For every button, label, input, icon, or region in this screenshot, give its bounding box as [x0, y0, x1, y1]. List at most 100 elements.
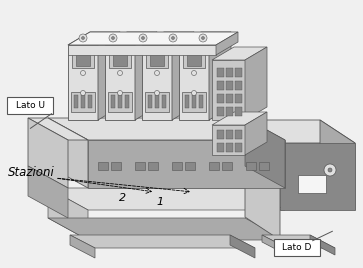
Polygon shape	[142, 32, 194, 45]
Polygon shape	[48, 218, 285, 240]
Polygon shape	[70, 235, 95, 258]
Circle shape	[81, 70, 86, 76]
Bar	[222, 162, 232, 170]
Polygon shape	[68, 32, 120, 45]
Circle shape	[328, 168, 332, 172]
Polygon shape	[280, 143, 355, 210]
Polygon shape	[212, 60, 245, 120]
Bar	[217, 81, 224, 90]
Bar	[226, 130, 233, 139]
Circle shape	[169, 34, 177, 42]
Text: 1: 1	[156, 197, 164, 207]
Bar	[118, 95, 122, 108]
Circle shape	[81, 91, 86, 95]
Bar	[111, 95, 115, 108]
Bar	[148, 162, 158, 170]
Text: Lato D: Lato D	[282, 244, 312, 252]
Bar	[108, 92, 132, 112]
Bar	[88, 95, 92, 108]
Bar	[98, 162, 108, 170]
Bar	[235, 94, 242, 103]
FancyBboxPatch shape	[7, 97, 53, 114]
Polygon shape	[28, 118, 88, 140]
Polygon shape	[172, 32, 194, 120]
Bar	[209, 162, 219, 170]
Circle shape	[201, 36, 204, 39]
Polygon shape	[310, 235, 335, 255]
Text: Stazioni: Stazioni	[8, 166, 55, 178]
Polygon shape	[48, 188, 285, 210]
Bar	[71, 92, 95, 112]
Polygon shape	[245, 112, 267, 155]
Circle shape	[109, 34, 117, 42]
Bar	[183, 50, 205, 68]
Bar	[125, 95, 129, 108]
Bar	[226, 68, 233, 77]
Bar	[185, 162, 195, 170]
Bar	[226, 107, 233, 116]
Circle shape	[155, 91, 159, 95]
Polygon shape	[105, 45, 135, 120]
Bar	[259, 162, 269, 170]
Circle shape	[171, 36, 175, 39]
Polygon shape	[28, 118, 68, 188]
Bar	[298, 175, 326, 193]
Circle shape	[82, 36, 85, 39]
Bar	[146, 50, 168, 68]
Circle shape	[79, 34, 87, 42]
Polygon shape	[98, 32, 120, 120]
Bar	[235, 68, 242, 77]
Polygon shape	[245, 120, 280, 240]
Polygon shape	[68, 45, 98, 120]
Bar	[76, 52, 90, 66]
Polygon shape	[48, 188, 88, 240]
Polygon shape	[320, 120, 355, 210]
Circle shape	[324, 164, 336, 176]
Bar	[185, 95, 189, 108]
Polygon shape	[28, 166, 68, 218]
Bar	[145, 92, 169, 112]
Bar	[217, 94, 224, 103]
Bar	[235, 81, 242, 90]
Bar	[199, 95, 203, 108]
Bar	[162, 95, 166, 108]
Bar	[172, 162, 182, 170]
Polygon shape	[179, 45, 209, 120]
Bar	[81, 95, 85, 108]
Bar	[192, 95, 196, 108]
Circle shape	[192, 70, 196, 76]
Polygon shape	[68, 45, 216, 55]
Text: 2: 2	[119, 193, 127, 203]
Circle shape	[142, 36, 144, 39]
Bar	[113, 52, 127, 66]
Polygon shape	[68, 32, 238, 45]
Polygon shape	[245, 118, 285, 188]
Polygon shape	[209, 32, 231, 120]
Bar	[217, 107, 224, 116]
Polygon shape	[142, 45, 172, 120]
Polygon shape	[179, 32, 231, 45]
Bar	[187, 52, 201, 66]
Circle shape	[192, 91, 196, 95]
Circle shape	[155, 70, 159, 76]
Bar	[217, 68, 224, 77]
Bar	[72, 50, 94, 68]
Polygon shape	[105, 32, 157, 45]
Polygon shape	[88, 140, 285, 188]
FancyBboxPatch shape	[274, 239, 320, 256]
Bar	[235, 143, 242, 152]
Polygon shape	[48, 118, 285, 140]
Polygon shape	[245, 120, 355, 143]
Bar	[226, 143, 233, 152]
Bar	[217, 143, 224, 152]
Bar	[111, 162, 121, 170]
Bar	[226, 81, 233, 90]
Bar	[235, 107, 242, 116]
Polygon shape	[48, 118, 88, 188]
Polygon shape	[245, 47, 267, 120]
Circle shape	[118, 70, 122, 76]
Bar	[182, 92, 206, 112]
Bar	[150, 52, 164, 66]
Circle shape	[139, 34, 147, 42]
Polygon shape	[212, 125, 245, 155]
